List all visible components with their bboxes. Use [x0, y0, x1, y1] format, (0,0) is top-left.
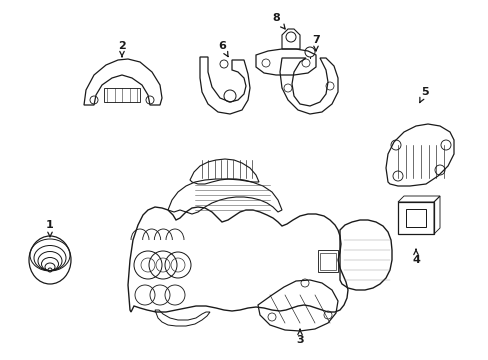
Text: 6: 6 — [218, 41, 227, 57]
Text: 8: 8 — [271, 13, 285, 29]
Text: 7: 7 — [311, 35, 319, 51]
Text: 3: 3 — [296, 329, 303, 345]
Text: 5: 5 — [419, 87, 428, 103]
Text: 4: 4 — [411, 249, 419, 265]
Text: 1: 1 — [46, 220, 54, 237]
Text: 2: 2 — [118, 41, 125, 57]
